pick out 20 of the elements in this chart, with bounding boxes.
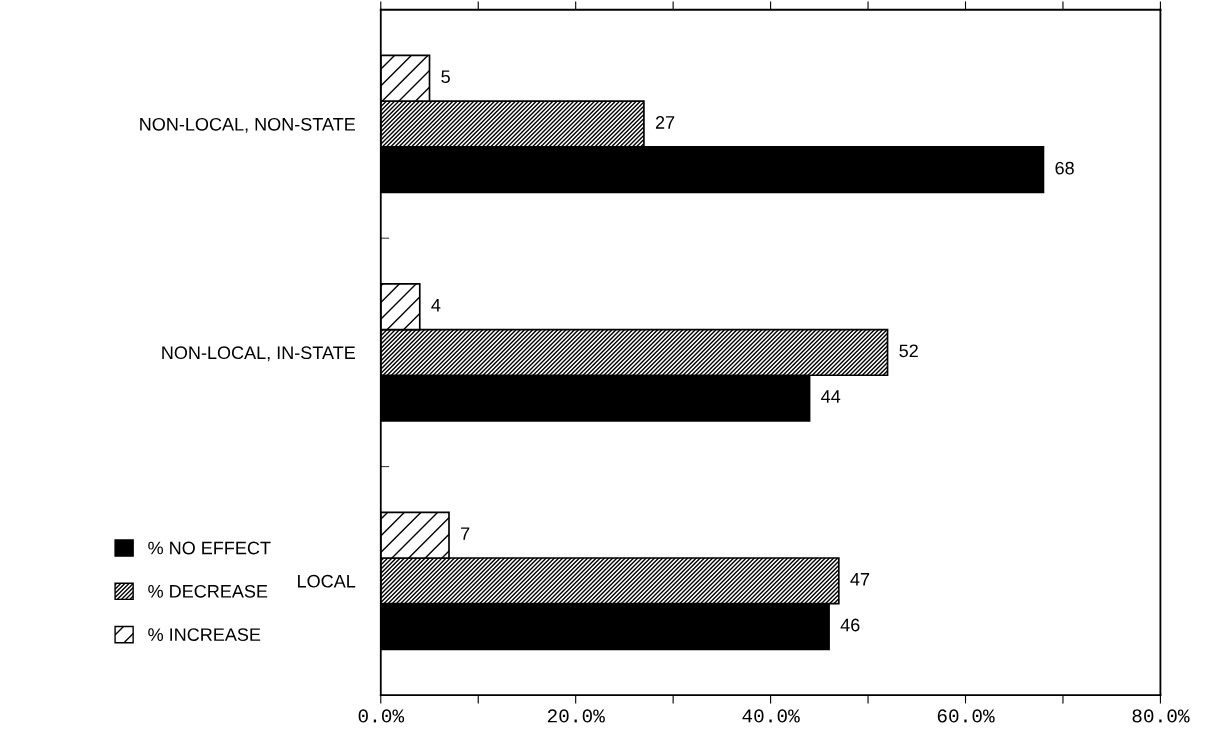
x-tick-label: 80.0%	[1132, 709, 1190, 723]
data-label: 68	[1055, 161, 1074, 175]
x-tick-label: 20.0%	[547, 709, 605, 723]
x-tick-label: 60.0%	[937, 709, 995, 723]
data-label: 46	[840, 618, 860, 632]
y-tick-label: NON-LOCAL, IN-STATE	[162, 346, 356, 362]
legend-label: % NO EFFECT	[148, 541, 271, 555]
legend-label: % INCREASE	[148, 628, 261, 641]
y-tick-label: NON-LOCAL, NON-STATE	[140, 117, 356, 133]
data-label: 27	[655, 116, 675, 129]
data-label: 47	[850, 573, 870, 586]
x-tick-label: 40.0%	[742, 709, 800, 723]
legend-label: % DECREASE	[148, 584, 268, 598]
data-label: 7	[461, 527, 470, 540]
x-tick-label: 0.0%	[358, 709, 405, 723]
data-label: 4	[431, 298, 441, 312]
data-label: 52	[899, 344, 918, 358]
data-label: 44	[821, 390, 841, 403]
y-tick-label: LOCAL	[298, 574, 356, 588]
data-label: 5	[441, 70, 450, 84]
